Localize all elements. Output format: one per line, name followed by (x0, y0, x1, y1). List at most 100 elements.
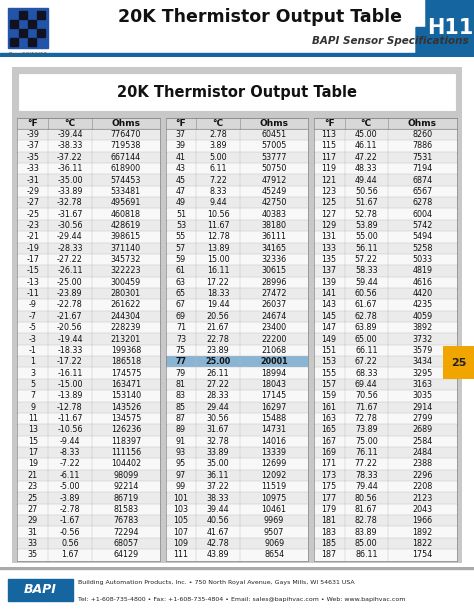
Text: 145: 145 (321, 312, 337, 321)
Text: 83.89: 83.89 (355, 528, 378, 537)
Bar (314, 220, 456, 231)
Bar (18, 231, 160, 242)
Text: 63.89: 63.89 (355, 323, 378, 332)
Text: 9: 9 (30, 403, 36, 412)
Text: 72.78: 72.78 (355, 414, 378, 423)
Text: 6278: 6278 (412, 198, 432, 207)
Text: 52.78: 52.78 (355, 210, 378, 218)
Text: -25: -25 (26, 210, 39, 218)
Text: -23: -23 (26, 221, 39, 230)
Text: 19: 19 (27, 460, 38, 468)
Text: 67.22: 67.22 (355, 357, 378, 366)
Text: -15: -15 (26, 266, 39, 275)
Text: 34165: 34165 (262, 244, 287, 253)
Bar (165, 220, 309, 231)
Bar (314, 504, 456, 515)
Text: 20K Thermistor Output Table: 20K Thermistor Output Table (117, 85, 357, 100)
Bar (18, 538, 160, 549)
Text: -16.11: -16.11 (57, 368, 82, 378)
Text: -22.78: -22.78 (57, 300, 83, 310)
Bar (18, 209, 160, 220)
Text: -9.44: -9.44 (60, 437, 80, 446)
Bar (18, 140, 160, 152)
Text: 2043: 2043 (412, 505, 432, 514)
Text: 7: 7 (30, 391, 36, 400)
Bar (10, 20, 18, 28)
Bar (165, 356, 309, 367)
Bar (165, 413, 309, 424)
Text: 95: 95 (176, 460, 186, 468)
Bar (18, 493, 160, 504)
Text: 15: 15 (27, 437, 38, 446)
Text: 50750: 50750 (262, 164, 287, 173)
Text: -13: -13 (27, 278, 39, 287)
Text: 79.44: 79.44 (355, 482, 378, 491)
Text: 63: 63 (176, 278, 186, 287)
Text: 719538: 719538 (111, 141, 141, 151)
Text: 47912: 47912 (262, 176, 287, 185)
Text: 12092: 12092 (262, 471, 287, 480)
Text: 78.33: 78.33 (355, 471, 378, 480)
Text: 776470: 776470 (111, 130, 141, 139)
Text: 50.56: 50.56 (355, 187, 378, 196)
Text: 71: 71 (176, 323, 186, 332)
Text: 93: 93 (176, 448, 186, 457)
Text: -38.33: -38.33 (57, 141, 82, 151)
Bar (165, 538, 309, 549)
Text: 91: 91 (176, 437, 186, 446)
Bar (314, 277, 456, 288)
Bar (314, 197, 456, 209)
Text: -39: -39 (26, 130, 39, 139)
Text: 147: 147 (321, 323, 337, 332)
Text: 11519: 11519 (262, 482, 287, 491)
Text: -9: -9 (29, 300, 37, 310)
Text: 131: 131 (322, 233, 337, 241)
Text: 495691: 495691 (111, 198, 141, 207)
Text: 119: 119 (321, 164, 337, 173)
Bar (165, 379, 309, 390)
Text: 43: 43 (176, 164, 186, 173)
Text: 81583: 81583 (113, 505, 138, 514)
Text: 69: 69 (176, 312, 186, 321)
Text: 105: 105 (173, 517, 189, 525)
Bar (165, 458, 309, 469)
Text: 47.22: 47.22 (355, 153, 378, 162)
Text: 28.33: 28.33 (207, 391, 229, 400)
Bar (165, 549, 309, 561)
Text: 187: 187 (321, 550, 337, 559)
Text: 2296: 2296 (412, 471, 432, 480)
Bar (10, 38, 18, 46)
Bar (165, 118, 309, 129)
Bar (314, 367, 456, 379)
Text: 97: 97 (176, 471, 186, 480)
Text: -30.56: -30.56 (57, 221, 82, 230)
Text: -3.89: -3.89 (60, 493, 80, 502)
Text: 9969: 9969 (264, 517, 284, 525)
Text: 55: 55 (176, 233, 186, 241)
Bar (18, 288, 160, 299)
Text: 157: 157 (321, 380, 337, 389)
Text: 21068: 21068 (262, 346, 287, 355)
Text: Ohms: Ohms (260, 119, 289, 128)
Text: 574453: 574453 (111, 176, 141, 185)
Bar (165, 424, 309, 436)
Text: -31: -31 (27, 176, 39, 185)
Text: 30.56: 30.56 (207, 414, 229, 423)
Text: 371140: 371140 (111, 244, 141, 253)
Text: 45: 45 (176, 176, 186, 185)
Text: °C: °C (64, 119, 75, 128)
Text: -6.11: -6.11 (60, 471, 80, 480)
Text: 64129: 64129 (113, 550, 138, 559)
Text: 13.89: 13.89 (207, 244, 229, 253)
Bar (18, 481, 160, 493)
Text: 56.11: 56.11 (355, 244, 378, 253)
Text: 4059: 4059 (412, 312, 432, 321)
Text: 41: 41 (176, 153, 186, 162)
Text: 35.00: 35.00 (207, 460, 229, 468)
Bar (165, 390, 309, 401)
Text: 1754: 1754 (412, 550, 432, 559)
Text: 1822: 1822 (412, 539, 432, 548)
Bar (165, 197, 309, 209)
Text: -27: -27 (26, 198, 39, 207)
Text: -2.78: -2.78 (60, 505, 80, 514)
